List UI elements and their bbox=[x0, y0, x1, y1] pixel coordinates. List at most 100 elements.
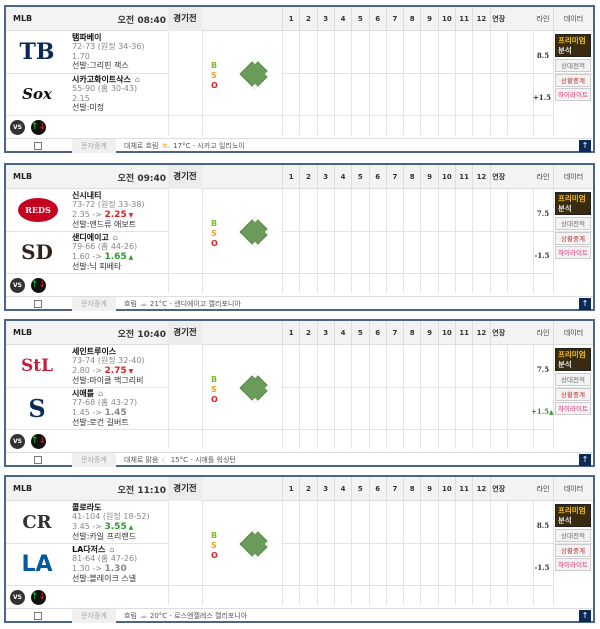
vs-icon[interactable]: VS bbox=[10, 590, 25, 605]
team-name[interactable]: 세인트루이스 bbox=[72, 347, 117, 356]
arrow-up-icon: ▲ bbox=[126, 253, 134, 261]
inning-header: 1 bbox=[282, 7, 299, 31]
odds-current: 3.55 bbox=[104, 521, 127, 532]
team-row: Sox 시카고화이트삭스 ⌂ 55-90 (홈 30-43) 2.15 선발:미정 bbox=[6, 73, 168, 115]
team-name[interactable]: 콜로라도 bbox=[72, 503, 102, 512]
grid-line bbox=[553, 31, 554, 135]
row-divider bbox=[282, 73, 593, 74]
starting-pitcher: 선발:그리핀 잭스 bbox=[72, 60, 129, 70]
team-name[interactable]: 샌디에이고 bbox=[72, 233, 109, 242]
scroll-top-button[interactable]: ↑ bbox=[579, 140, 591, 152]
grid-line bbox=[437, 345, 439, 449]
team-row: LA LA다저스 ⌂ 81-64 (홈 47-26) 1.30 -> 1.30 선발:블레… bbox=[6, 543, 168, 585]
grid-line bbox=[553, 345, 554, 449]
text-broadcast-button[interactable]: 문자중계 bbox=[72, 139, 116, 153]
grid-line bbox=[489, 31, 491, 135]
team-name-line: LA다저스 ⌂ bbox=[72, 545, 137, 554]
scroll-top-button[interactable]: ↑ bbox=[579, 610, 591, 622]
league-label: MLB bbox=[13, 328, 33, 337]
team-name[interactable]: LA다저스 bbox=[72, 545, 106, 554]
row-divider bbox=[282, 387, 593, 388]
head-to-head-button[interactable]: 상대전적 bbox=[555, 529, 591, 542]
game-footer: 문자중계 대체로 맑음 ☾ 15°C - 시애틀 워싱턴 ↑ bbox=[6, 452, 593, 467]
line-handicap: +1.5 bbox=[531, 93, 553, 102]
weather-text: 대체로 맑음 bbox=[124, 456, 159, 464]
data-header: 데이터 bbox=[553, 7, 593, 31]
highlight-button[interactable]: 하이라이트 bbox=[555, 558, 591, 571]
base-icon bbox=[264, 385, 271, 391]
live-situation-button[interactable]: 상황중계 bbox=[555, 388, 591, 401]
text-broadcast-button[interactable]: 문자중계 bbox=[72, 297, 116, 311]
base-icon bbox=[252, 553, 258, 560]
premium-analysis-button[interactable]: 프리미엄 분석 bbox=[555, 348, 591, 371]
favorite-checkbox[interactable] bbox=[34, 300, 42, 308]
premium-analysis-button[interactable]: 프리미엄 분석 bbox=[555, 192, 591, 215]
game-footer: 문자중계 대체로 흐림 ⛅ 17°C - 시카고 일리노이 ↑ bbox=[6, 138, 593, 153]
head-to-head-button[interactable]: 상대전적 bbox=[555, 217, 591, 230]
base-icon bbox=[252, 397, 258, 404]
line-header: 라인 bbox=[536, 15, 550, 23]
up-down-icon[interactable]: ↑↓ bbox=[31, 590, 46, 605]
inning-header: 1 bbox=[282, 165, 299, 189]
up-down-icon[interactable]: ↑↓ bbox=[31, 278, 46, 293]
team-row: StL 세인트루이스 73-74 (원정 32-40) 2.80 -> 2.75 ▼ 선… bbox=[6, 345, 168, 387]
grid-line bbox=[299, 501, 301, 605]
inning-header: 8 bbox=[403, 321, 420, 345]
live-situation-button[interactable]: 상황중계 bbox=[555, 232, 591, 245]
inning-header: 2 bbox=[299, 165, 316, 189]
favorite-checkbox[interactable] bbox=[34, 142, 42, 150]
game-panel: MLB 오전 09:40 경기전 1 2 3 4 5 6 7 8 9 10 11 12 연장 라인 데이터 REDS… bbox=[4, 163, 595, 311]
bso-strike: S bbox=[211, 541, 217, 550]
highlight-button[interactable]: 하이라이트 bbox=[555, 402, 591, 415]
vs-icon[interactable]: VS bbox=[10, 120, 25, 135]
grid-line bbox=[282, 501, 283, 605]
live-situation-button[interactable]: 상황중계 bbox=[555, 74, 591, 87]
bso-ball: B bbox=[211, 531, 218, 540]
team-info: 탬파베이 72-73 (원정 34-36) 1.70 선발:그리핀 잭스 bbox=[72, 33, 145, 70]
live-situation-button[interactable]: 상황중계 bbox=[555, 544, 591, 557]
text-broadcast-button[interactable]: 문자중계 bbox=[72, 453, 116, 467]
inning-header: 12 bbox=[472, 477, 489, 501]
handicap-value: +1.5 bbox=[531, 407, 550, 416]
game-panel: MLB 오전 11:10 경기전 1 2 3 4 5 6 7 8 9 10 11 12 연장 라인 데이터 CR 콜로… bbox=[4, 475, 595, 623]
inning-header: 2 bbox=[299, 477, 316, 501]
head-to-head-button[interactable]: 상대전적 bbox=[555, 59, 591, 72]
grid-line bbox=[385, 31, 387, 135]
team-info: 세인트루이스 73-74 (원정 32-40) 2.80 -> 2.75 ▼ 선발:마… bbox=[72, 347, 145, 385]
home-icon: ⌂ bbox=[98, 389, 104, 398]
favorite-checkbox[interactable] bbox=[34, 612, 42, 620]
home-icon: ⌂ bbox=[134, 75, 140, 84]
up-down-icon[interactable]: ↑↓ bbox=[31, 434, 46, 449]
temperature-location: 20°C - 로스앤젤레스 캘리포니아 bbox=[149, 612, 248, 620]
vs-icon[interactable]: VS bbox=[10, 434, 25, 449]
head-to-head-button[interactable]: 상대전적 bbox=[555, 373, 591, 386]
premium-analysis-button[interactable]: 프리미엄 분석 bbox=[555, 504, 591, 527]
sd-team-logo: SD bbox=[21, 240, 53, 264]
highlight-button[interactable]: 하이라이트 bbox=[555, 246, 591, 259]
scroll-top-button[interactable]: ↑ bbox=[579, 298, 591, 310]
arrow-up-icon: ▲ bbox=[549, 409, 554, 416]
team-record: 73-72 (원정 33-38) bbox=[72, 200, 145, 210]
team-name[interactable]: 탬파베이 bbox=[72, 33, 102, 42]
game-header: MLB 오전 11:10 경기전 1 2 3 4 5 6 7 8 9 10 11 12 연장 라인 데이터 bbox=[6, 477, 593, 501]
text-broadcast-button[interactable]: 문자중계 bbox=[72, 609, 116, 623]
baseball-diamond-icon bbox=[239, 216, 271, 248]
team-name[interactable]: 시카고화이트삭스 bbox=[72, 75, 131, 84]
scroll-top-button[interactable]: ↑ bbox=[579, 454, 591, 466]
team-name[interactable]: 신시내티 bbox=[72, 191, 102, 200]
arrow-up-icon: ▲ bbox=[126, 523, 134, 531]
grid-line bbox=[489, 189, 491, 293]
premium-analysis-button[interactable]: 프리미엄 분석 bbox=[555, 34, 591, 57]
game-status: 경기전 bbox=[168, 7, 202, 31]
up-down-icon[interactable]: ↑↓ bbox=[31, 120, 46, 135]
line-header: 라인 bbox=[536, 329, 550, 337]
team-name-line: 탬파베이 bbox=[72, 33, 145, 42]
premium-label: 프리미엄 bbox=[558, 506, 586, 515]
vs-icon[interactable]: VS bbox=[10, 278, 25, 293]
highlight-button[interactable]: 하이라이트 bbox=[555, 88, 591, 101]
baseball-diamond-icon bbox=[239, 528, 271, 560]
weather-info: 대체로 맑음 ☾ 15°C - 시애틀 워싱턴 bbox=[124, 455, 236, 465]
team-name[interactable]: 시애틀 bbox=[72, 389, 95, 398]
favorite-checkbox[interactable] bbox=[34, 456, 42, 464]
